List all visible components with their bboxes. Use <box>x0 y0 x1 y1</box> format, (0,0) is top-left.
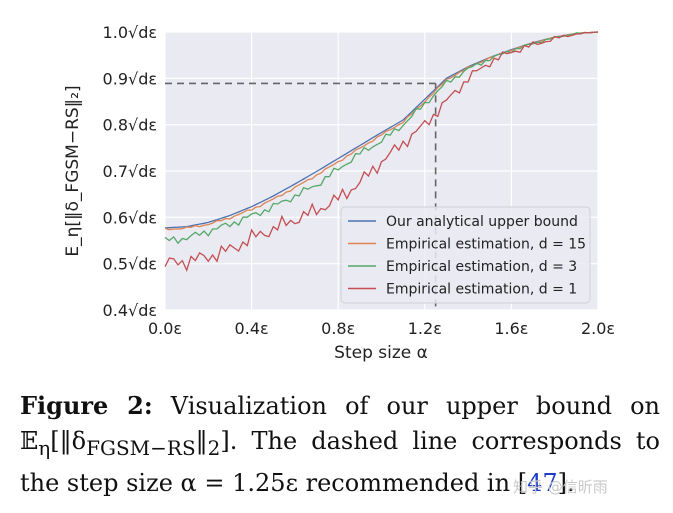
x-axis-label: Step size α <box>334 343 428 363</box>
y-tick-label: 1.0√dε <box>103 23 157 42</box>
x-tick-label: 1.6ε <box>494 319 528 338</box>
citation-link[interactable]: 47 <box>527 468 558 497</box>
caption-text-1: Visualization of our upper bound on 𝔼 <box>20 392 660 455</box>
legend-label: Empirical estimation, d = 15 <box>386 237 586 253</box>
x-tick-label: 1.2ε <box>408 319 442 338</box>
caption-text-2: [‖δ <box>50 427 87 455</box>
y-tick-label: 0.4√dε <box>103 301 157 320</box>
series-line-3 <box>164 31 599 245</box>
legend-label: Empirical estimation, d = 1 <box>386 282 577 298</box>
caption-text-3: ‖ <box>195 427 208 455</box>
caption-sub-eta: η <box>38 435 51 460</box>
legend: Our analytical upper bound Empirical esti… <box>340 206 591 304</box>
y-axis-label: E_η[‖δ_FGSM−RS‖₂] <box>63 85 83 256</box>
x-tick-label: 0.8ε <box>321 319 355 338</box>
y-tick-label: 0.5√dε <box>103 255 157 274</box>
reference-dashed-lines <box>165 82 437 310</box>
figure-caption: Figure 2: Visualization of our upper bou… <box>20 388 660 501</box>
x-tick-label: 0.0ε <box>148 319 182 338</box>
series-lines <box>164 31 599 273</box>
series-line-4 <box>164 31 599 273</box>
x-tick-label: 0.4ε <box>235 319 269 338</box>
line-chart: 0.0ε 0.4ε 0.8ε 1.2ε 1.6ε 2.0ε 0.4√dε 0.5√dε 0.6… <box>63 23 615 363</box>
y-tick-label: 0.9√dε <box>103 69 157 88</box>
caption-text-5: ]. <box>557 468 575 497</box>
caption-sub-2: 2 <box>207 435 221 460</box>
figure-label: Figure 2: <box>20 391 153 420</box>
gridlines <box>164 31 599 311</box>
y-tick-label: 0.6√dε <box>103 208 157 227</box>
y-tick-label: 0.7√dε <box>103 162 157 181</box>
y-tick-label: 0.8√dε <box>103 116 157 135</box>
legend-box <box>340 206 591 304</box>
legend-label: Our analytical upper bound <box>386 214 578 230</box>
legend-label: Empirical estimation, d = 3 <box>386 259 577 275</box>
y-tick-labels: 0.4√dε 0.5√dε 0.6√dε 0.7√dε 0.8√dε 0.9√dε 1.0√… <box>103 23 157 320</box>
caption-sub-fgsm: FGSM−RS <box>86 435 196 460</box>
watermark: 知乎 @信昕雨 <box>513 478 608 496</box>
x-tick-label: 2.0ε <box>581 319 615 338</box>
caption-text-4: ]. The dashed line corresponds to the st… <box>20 427 660 497</box>
x-tick-labels: 0.0ε 0.4ε 0.8ε 1.2ε 1.6ε 2.0ε <box>148 319 615 338</box>
